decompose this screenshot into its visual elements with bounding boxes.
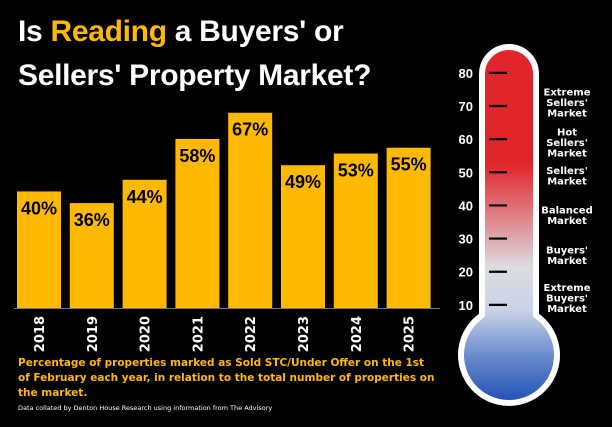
thermometer-zone-label: Extreme Buyers' Market <box>544 283 591 315</box>
title-prefix: Is <box>18 15 51 48</box>
bar-value-label: 36% <box>74 210 110 230</box>
page-title: Is Reading a Buyers' or Sellers' Propert… <box>18 10 438 98</box>
bar-value-label: 49% <box>285 172 321 192</box>
thermometer-tick-label: 20 <box>459 265 473 280</box>
bar-value-label: 44% <box>127 187 163 207</box>
thermometer-zone-label: Hot Sellers' Market <box>546 128 588 160</box>
bar-value-label: 40% <box>21 198 57 218</box>
thermometer-tick-label: 60 <box>459 132 473 147</box>
bar-2023 <box>281 165 325 308</box>
x-tick-label: 2023 <box>297 316 312 352</box>
x-tick-label: 2022 <box>244 316 259 352</box>
x-tick-label: 2021 <box>191 316 206 352</box>
chart-caption: Percentage of properties marked as Sold … <box>18 357 435 399</box>
thermometer-zone-label: Extreme Sellers' Market <box>544 88 591 120</box>
data-credit: Data collated by Denton House Research u… <box>18 404 273 412</box>
x-tick-label: 2020 <box>139 316 154 352</box>
thermometer-tick-label: 40 <box>459 198 473 213</box>
thermometer-tick-label: 50 <box>459 165 473 180</box>
thermometer-tick-label: 30 <box>459 232 473 247</box>
title-line-2: Sellers' Property Market? <box>18 59 372 92</box>
bar-2024 <box>333 153 378 308</box>
bar-chart: 40% 2018 36% 2019 44% 2020 58% 2021 67% 2022 49% 20… <box>14 112 440 352</box>
bar-value-label: 53% <box>338 161 374 181</box>
title-suffix: a Buyers' or <box>166 15 344 48</box>
title-highlight: Reading <box>50 15 167 48</box>
bar-2018 <box>17 191 61 308</box>
x-tick-label: 2024 <box>350 316 365 352</box>
bar-2021 <box>175 138 220 308</box>
x-tick-label: 2025 <box>403 316 418 352</box>
bar-value-label: 67% <box>232 120 268 140</box>
bar-2025 <box>386 147 431 308</box>
bar-2019 <box>69 203 114 308</box>
thermometer-zone-label: Buyers' Market <box>546 245 588 267</box>
bar-2022 <box>228 112 273 308</box>
thermometer-zone-label: Balanced Market <box>541 206 593 228</box>
thermometer-tick-label: 10 <box>459 298 473 313</box>
x-tick-label: 2019 <box>86 316 101 352</box>
thermometer-zone-label: Sellers' Market <box>546 166 588 188</box>
bar-2020 <box>122 179 167 308</box>
thermometer-body <box>458 44 560 406</box>
bar-value-label: 58% <box>179 146 215 166</box>
x-tick-label: 2018 <box>33 316 48 352</box>
bar-value-label: 55% <box>391 155 427 175</box>
thermometer-tick-label: 80 <box>459 66 473 81</box>
thermometer-tick-label: 70 <box>459 99 473 114</box>
